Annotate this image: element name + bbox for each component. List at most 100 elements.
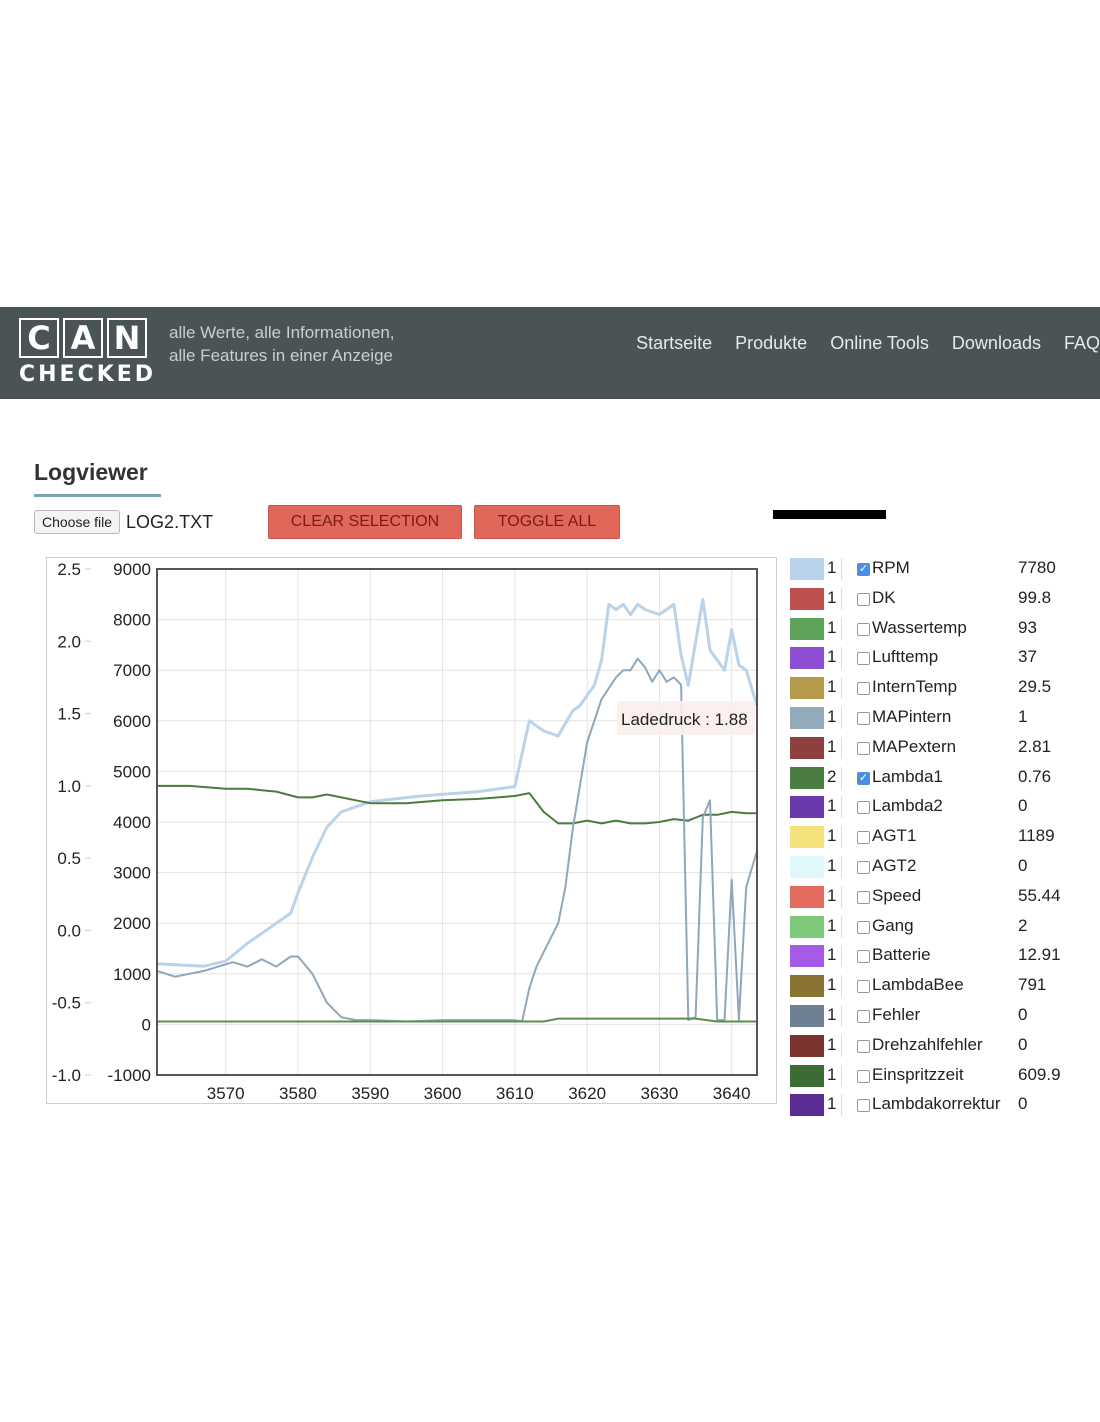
legend-row-agt2[interactable]: 1 AGT2 0 <box>790 853 1100 883</box>
legend-row-fehler[interactable]: 1 Fehler 0 <box>790 1002 1100 1032</box>
legend-axis-number[interactable]: 1 <box>827 647 842 670</box>
legend-color-swatch[interactable] <box>790 975 824 998</box>
legend-checkbox[interactable] <box>857 1069 870 1083</box>
legend-row-lambda2[interactable]: 1 Lambda2 0 <box>790 793 1100 823</box>
legend-color-swatch[interactable] <box>790 855 824 878</box>
legend-axis-number[interactable]: 1 <box>827 1094 842 1117</box>
legend-checkbox[interactable]: ✓ <box>857 563 870 576</box>
legend-row-lambda1[interactable]: 2 ✓ Lambda1 0.76 <box>790 764 1100 794</box>
legend-color-swatch[interactable] <box>790 587 824 610</box>
legend-row-interntemp[interactable]: 1 InternTemp 29.5 <box>790 674 1100 704</box>
legend-axis-number[interactable]: 1 <box>827 855 842 878</box>
y-right-tick-label: -1000 <box>108 1066 151 1085</box>
legend-row-wassertemp[interactable]: 1 Wassertemp 93 <box>790 615 1100 645</box>
legend-axis-number[interactable]: 1 <box>827 826 842 849</box>
legend-color-swatch[interactable] <box>790 796 824 819</box>
y-right-tick-label: 0 <box>142 1015 151 1034</box>
nav-downloads[interactable]: Downloads <box>951 333 1041 353</box>
legend-axis-number[interactable]: 1 <box>827 1004 842 1027</box>
legend-row-lufttemp[interactable]: 1 Lufttemp 37 <box>790 644 1100 674</box>
legend-axis-number[interactable]: 1 <box>827 677 842 700</box>
legend-axis-number[interactable]: 1 <box>827 885 842 908</box>
legend-checkbox[interactable] <box>857 741 870 755</box>
legend-axis-number[interactable]: 1 <box>827 736 842 759</box>
nav-startseite[interactable]: Startseite <box>636 333 713 353</box>
legend-color-swatch[interactable] <box>790 1064 824 1087</box>
legend-checkbox[interactable] <box>857 682 870 696</box>
nav-online-tools[interactable]: Online Tools <box>830 333 929 353</box>
legend-color-swatch[interactable] <box>790 1094 824 1117</box>
legend-color-swatch[interactable] <box>790 558 824 580</box>
legend-row-einspritzzeit[interactable]: 1 Einspritzzeit 609.9 <box>790 1062 1100 1092</box>
legend-checkbox[interactable] <box>857 652 870 666</box>
log-chart[interactable]: 3570 3580 3590 3600 3610 3620 3630 3640 9000 8000… <box>46 557 777 1104</box>
legend-axis-number[interactable]: 1 <box>827 558 842 580</box>
legend-value: 2 <box>1018 915 1028 935</box>
legend-value: 791 <box>1018 975 1047 995</box>
legend-color-swatch[interactable] <box>790 1004 824 1027</box>
y-right-tick-label: 4000 <box>113 813 151 832</box>
legend-color-swatch[interactable] <box>790 885 824 908</box>
legend-checkbox[interactable] <box>857 980 870 994</box>
legend-label: Wassertemp <box>872 617 967 637</box>
tagline-line-2: alle Features in einer Anzeige <box>169 346 393 365</box>
choose-file-button[interactable]: Choose file <box>34 510 121 534</box>
legend-checkbox[interactable] <box>857 831 870 845</box>
legend-checkbox[interactable] <box>857 920 870 934</box>
legend-row-dk[interactable]: 1 DK 99.8 <box>790 585 1100 615</box>
legend-color-swatch[interactable] <box>790 736 824 759</box>
legend-row-speed[interactable]: 1 Speed 55.44 <box>790 883 1100 913</box>
chart-svg[interactable]: 3570 3580 3590 3600 3610 3620 3630 3640 9000 8000… <box>47 558 778 1105</box>
legend-row-drehzahlfehler[interactable]: 1 Drehzahlfehler 0 <box>790 1032 1100 1062</box>
legend-color-swatch[interactable] <box>790 766 824 789</box>
legend-checkbox[interactable] <box>857 1039 870 1053</box>
legend-checkbox[interactable] <box>857 1009 870 1023</box>
series-line-ladedruck <box>156 657 758 1023</box>
logo-letter-c: C <box>19 318 59 358</box>
legend-row-mapintern[interactable]: 1 MAPintern 1 <box>790 704 1100 734</box>
legend-color-swatch[interactable] <box>790 647 824 670</box>
legend-value: 99.8 <box>1018 587 1052 607</box>
legend-color-swatch[interactable] <box>790 915 824 938</box>
legend-row-rpm[interactable]: 1 ✓ RPM 7780 <box>790 555 1100 585</box>
legend-axis-number[interactable]: 1 <box>827 796 842 819</box>
legend-axis-number[interactable]: 1 <box>827 1034 842 1057</box>
legend-color-swatch[interactable] <box>790 617 824 640</box>
toggle-all-button[interactable]: TOGGLE ALL <box>474 505 620 539</box>
legend-color-swatch[interactable] <box>790 1034 824 1057</box>
legend-checkbox[interactable] <box>857 622 870 636</box>
legend-row-lambdabee[interactable]: 1 LambdaBee 791 <box>790 972 1100 1002</box>
legend-axis-number[interactable]: 1 <box>827 706 842 729</box>
legend-color-swatch[interactable] <box>790 706 824 729</box>
hover-tooltip: Ladedruck : 1.88 <box>617 701 755 735</box>
y-right-tick-label: 2000 <box>113 914 151 933</box>
legend-axis-number[interactable]: 1 <box>827 617 842 640</box>
legend-axis-number[interactable]: 1 <box>827 915 842 938</box>
legend-checkbox[interactable] <box>857 890 870 904</box>
legend-row-lambdakorrektur[interactable]: 1 Lambdakorrektur 0 <box>790 1091 1100 1121</box>
legend-axis-number[interactable]: 1 <box>827 945 842 968</box>
legend-checkbox[interactable] <box>857 860 870 874</box>
legend-color-swatch[interactable] <box>790 826 824 849</box>
legend-color-swatch[interactable] <box>790 945 824 968</box>
legend-axis-number[interactable]: 1 <box>827 587 842 610</box>
legend-row-batterie[interactable]: 1 Batterie 12.91 <box>790 942 1100 972</box>
clear-selection-button[interactable]: CLEAR SELECTION <box>268 505 462 539</box>
legend-checkbox[interactable]: ✓ <box>857 771 870 785</box>
legend-label: Lambdakorrektur <box>872 1094 1001 1114</box>
legend-checkbox[interactable] <box>857 711 870 725</box>
nav-produkte[interactable]: Produkte <box>735 333 808 353</box>
legend-checkbox[interactable] <box>857 801 870 815</box>
legend-checkbox[interactable] <box>857 1099 870 1113</box>
legend-row-agt1[interactable]: 1 AGT1 1189 <box>790 823 1100 853</box>
legend-checkbox[interactable] <box>857 592 870 606</box>
nav-faq[interactable]: FAQ <box>1063 333 1100 353</box>
can-checked-logo[interactable]: C A N CHECKED <box>19 318 153 390</box>
legend-checkbox[interactable] <box>857 950 870 964</box>
legend-color-swatch[interactable] <box>790 677 824 700</box>
legend-axis-number[interactable]: 2 <box>827 766 842 789</box>
legend-row-mapextern[interactable]: 1 MAPextern 2.81 <box>790 734 1100 764</box>
legend-axis-number[interactable]: 1 <box>827 1064 842 1087</box>
legend-axis-number[interactable]: 1 <box>827 975 842 998</box>
legend-row-gang[interactable]: 1 Gang 2 <box>790 913 1100 943</box>
